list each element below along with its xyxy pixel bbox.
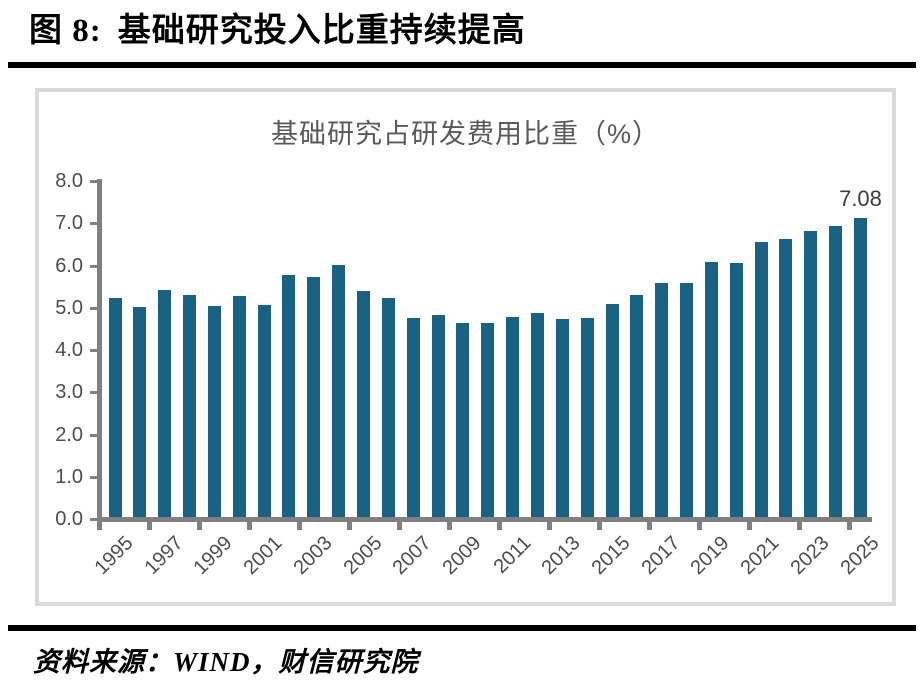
y-axis-tick-label: 1.0 [55,465,83,488]
bar-2023 [804,230,818,517]
x-axis-tick [197,522,202,530]
bar-1999 [207,306,221,517]
bar-2016 [630,295,644,517]
y-axis-tick [90,349,97,352]
bar-2022 [779,239,793,517]
x-tick-label-2013: 2013 [537,532,585,580]
y-axis-tick [90,306,97,310]
x-tick-label-2011: 2011 [489,532,536,578]
bar-2025 [854,217,867,517]
x-axis-tick [297,522,302,530]
y-axis-tick-label: 6.0 [55,254,83,277]
bar-2009 [456,323,470,517]
figure-title-text: 基础研究投入比重持续提高 [117,13,526,49]
x-axis-tick [397,522,402,530]
bar-2019 [704,262,718,517]
x-tick-label-2003: 2003 [289,532,337,580]
bottom-divider-rule [8,625,916,631]
bar-2013 [555,319,569,517]
x-axis-tick [597,522,602,530]
bar-1998 [183,295,197,517]
figure-number-label: 图 8: [29,13,102,49]
bar-1996 [133,306,147,517]
bar-2005 [357,290,370,517]
bar-2021 [754,242,768,517]
y-axis-tick [90,433,97,437]
y-axis-tick-label: 7.0 [55,212,83,235]
x-axis-tick [447,522,452,530]
bar-2010 [481,323,495,517]
y-axis-tick-label: 3.0 [55,381,83,404]
bar-2007 [406,318,420,517]
x-axis-tick [247,522,252,530]
bar-2002 [282,275,296,517]
top-divider-rule [8,62,916,68]
y-axis-tick-label: 8.0 [55,170,83,192]
x-axis-tick [497,522,502,530]
bar-1997 [158,290,172,517]
x-tick-label-2005: 2005 [339,532,387,580]
x-axis-tick [747,522,752,530]
x-axis-tick [797,522,802,530]
x-tick-label-2023: 2023 [786,532,834,580]
bar-2017 [655,282,669,517]
x-tick-label-2019: 2019 [686,532,734,580]
x-axis-tick [847,522,852,530]
y-axis-tick [90,264,97,268]
y-axis-line [97,179,102,522]
x-tick-label-1995: 1995 [90,532,138,580]
x-tick-label-1997: 1997 [140,532,188,580]
bar-2014 [580,318,594,517]
bar-2004 [332,265,346,517]
figure-title: 图 8: 基础研究投入比重持续提高 [29,8,526,54]
bar-2020 [729,263,743,517]
x-tick-label-2021: 2021 [736,532,784,580]
bar-2015 [605,303,619,517]
y-axis-tick [90,180,97,183]
x-axis-line [97,517,872,522]
x-tick-label-2007: 2007 [388,532,436,580]
y-axis-tick [90,222,97,226]
x-axis-tick [697,522,702,530]
x-tick-label-1999: 1999 [189,532,237,580]
x-tick-label-2025: 2025 [836,532,884,580]
y-axis-tick-label: 5.0 [55,296,83,319]
chart-title: 基础研究占研发费用比重（%） [270,119,660,149]
last-bar-value-label: 7.08 [839,185,882,211]
x-tick-label-2015: 2015 [587,532,635,580]
y-axis-tick-label: 4.0 [55,339,83,361]
y-axis-tick [90,391,97,395]
x-axis-tick [547,522,552,530]
bar-2018 [680,282,694,517]
bar-2024 [829,225,843,517]
x-axis-tick [347,522,352,530]
bar-2012 [530,312,544,517]
x-tick-label-2009: 2009 [438,532,486,580]
x-axis-tick [647,522,652,530]
x-axis-tick [147,522,152,530]
y-axis-tick [90,475,97,479]
bar-2000 [232,296,246,517]
bar-1995 [108,298,122,517]
x-tick-label-2001: 2001 [239,532,287,580]
x-axis-tick [97,522,102,530]
bar-2003 [307,276,321,517]
x-tick-label-2017: 2017 [637,532,685,580]
chart-panel: 基础研究占研发费用比重（%） 0.0 1.0 2.0 3.0 4.0 5.0 6.0 7.0 8… [35,88,896,606]
data-source-line: 资料来源：WIND，财信研究院 [33,647,419,677]
y-axis-tick [90,518,97,521]
bar-2008 [431,315,445,517]
bar-2011 [506,316,520,517]
bar-2006 [381,297,395,517]
y-axis-tick-label: 2.0 [55,423,83,446]
bar-2001 [257,304,271,517]
y-axis-tick-label: 0.0 [55,508,83,530]
